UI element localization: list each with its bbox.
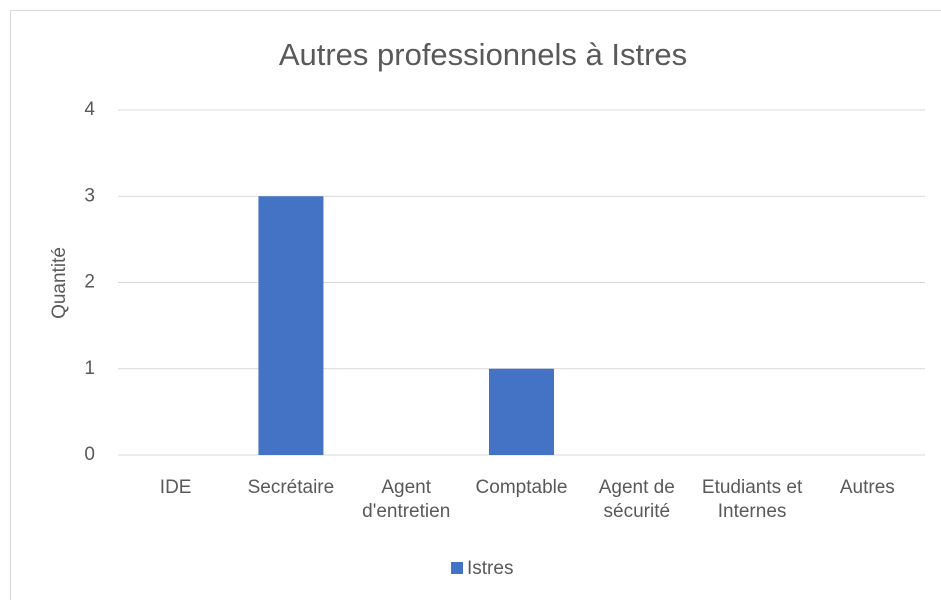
y-tick-label: 1 [84, 358, 95, 379]
y-tick-label: 0 [84, 444, 95, 465]
chart-border [10, 10, 941, 600]
legend-label: Istres [467, 558, 513, 579]
x-tick-label: IDE [159, 477, 192, 498]
bar [258, 196, 324, 455]
y-tick-label: 3 [84, 185, 95, 206]
bar [489, 368, 554, 455]
x-tick-label: Secrétaire [247, 477, 335, 498]
x-tick-label: Agent d'entretien [362, 477, 451, 522]
x-tick-label: Comptable [475, 477, 568, 498]
y-tick-label: 4 [84, 99, 95, 120]
y-axis-label: Quantité [49, 247, 70, 319]
legend-swatch [451, 562, 463, 574]
x-tick-label: Etudiants et Internes [701, 477, 803, 522]
chart-title: Autres professionnels à Istres [279, 37, 687, 72]
y-tick-label: 2 [84, 272, 95, 293]
x-tick-label: Autres [839, 477, 895, 498]
x-tick-label: Agent de sécurité [598, 477, 675, 522]
